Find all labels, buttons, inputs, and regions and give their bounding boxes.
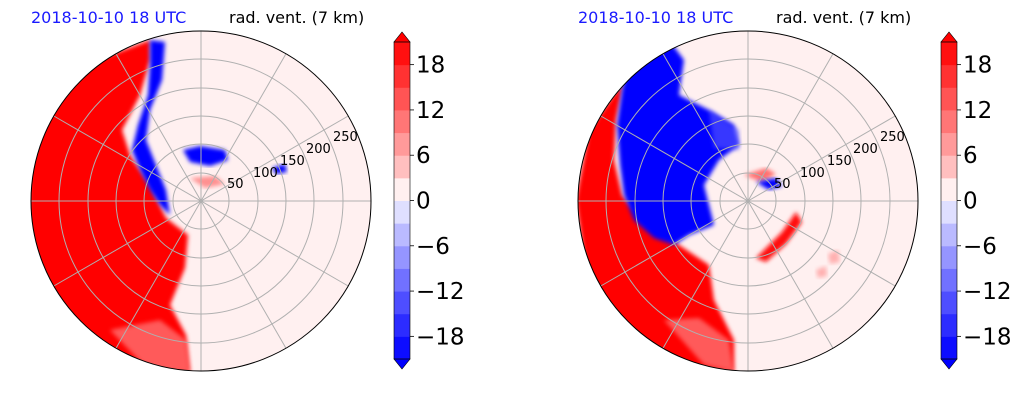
polar-grid-right xyxy=(578,31,918,371)
colorbar-segment xyxy=(394,313,410,337)
left-panel: 2018-10-10 18 UTC rad. vent. (7 km) xyxy=(30,8,465,372)
colorbar-segment xyxy=(394,336,410,360)
radial-tick-label: 150 xyxy=(827,154,852,169)
colorbar-segment xyxy=(394,200,410,224)
colorbar-segment xyxy=(394,155,410,179)
colorbar-segment xyxy=(941,132,957,156)
colorbar-segment xyxy=(394,87,410,111)
colorbar-segment xyxy=(941,245,957,269)
colorbar-segment xyxy=(941,87,957,111)
colorbar-tick-label: 12 xyxy=(416,98,445,124)
polar-plot-right: 50 100 150 200 250 −18 −12 −6 0 6 12 18 xyxy=(577,30,1012,372)
colorbar-tick-label: 6 xyxy=(416,143,431,169)
colorbar-segment xyxy=(941,291,957,315)
polar-grid-left xyxy=(31,31,371,371)
radial-tick-label: 200 xyxy=(306,142,331,157)
colorbar-tick-label: 0 xyxy=(416,189,431,215)
colorbar-segment xyxy=(941,64,957,88)
colorbar-segment xyxy=(941,42,957,66)
colorbar-segment xyxy=(394,42,410,66)
colorbar-segment xyxy=(394,177,410,201)
colorbar-tick-label: −6 xyxy=(416,234,450,260)
colorbar-tick-label: 18 xyxy=(963,53,992,79)
colorbar-tick-label: −12 xyxy=(416,279,465,305)
colorbar-segment xyxy=(941,200,957,224)
radial-tick-label: 100 xyxy=(800,166,825,181)
colorbar-segment xyxy=(941,336,957,360)
colorbar-segment xyxy=(394,291,410,315)
colorbar-tick-label: −6 xyxy=(963,234,997,260)
colorbar-tick-label: −18 xyxy=(416,324,465,350)
colorbar-extend-max xyxy=(940,31,958,43)
colorbar-tick-label: 18 xyxy=(416,53,445,79)
radial-tick-label: 200 xyxy=(853,142,878,157)
colorbar-segment xyxy=(394,268,410,292)
colorbar-segment xyxy=(394,109,410,134)
radial-tick-labels-left: 50 100 150 200 250 xyxy=(227,130,358,192)
radial-tick-label: 50 xyxy=(227,177,244,192)
colorbar-tick-label: 0 xyxy=(963,189,978,215)
panel-date-title: 2018-10-10 18 UTC xyxy=(578,8,734,27)
colorbar-extend-max xyxy=(393,31,411,43)
colorbar-right: −18 −12 −6 0 6 12 18 xyxy=(940,31,1012,370)
right-panel: 2018-10-10 18 UTC rad. vent. (7 km) xyxy=(514,0,1028,401)
radial-tick-label: 50 xyxy=(774,177,791,192)
colorbar-segment xyxy=(394,245,410,269)
colorbar-segment xyxy=(941,313,957,337)
colorbar-segment xyxy=(394,132,410,156)
colorbar-segment xyxy=(941,109,957,134)
colorbar-segment xyxy=(941,268,957,292)
radial-tick-label: 250 xyxy=(333,130,358,145)
panel-variable-title: rad. vent. (7 km) xyxy=(776,8,912,27)
radial-tick-labels-right: 50 100 150 200 250 xyxy=(774,130,905,192)
colorbar-tick-label: 6 xyxy=(963,143,978,169)
polar-frame-left xyxy=(30,30,372,372)
radial-tick-label: 250 xyxy=(880,130,905,145)
panel-date-title: 2018-10-10 18 UTC xyxy=(31,8,187,27)
radial-tick-label: 150 xyxy=(280,154,305,169)
colorbar-tick-label: 12 xyxy=(963,98,992,124)
colorbar-segment xyxy=(941,177,957,201)
colorbar-segment xyxy=(394,223,410,247)
velocity-field-left xyxy=(31,40,287,371)
panel-variable-title: rad. vent. (7 km) xyxy=(229,8,365,27)
colorbar-tick-label: −18 xyxy=(963,324,1012,350)
velocity-field-right xyxy=(578,40,840,371)
colorbar-tick-label: −12 xyxy=(963,279,1012,305)
colorbar-segment xyxy=(941,155,957,179)
radial-tick-label: 100 xyxy=(253,166,278,181)
polar-frame-right xyxy=(577,30,919,372)
colorbar-left: −18 −12 −6 0 6 12 18 xyxy=(393,31,465,370)
colorbar-segment xyxy=(941,223,957,247)
colorbar-segment xyxy=(394,64,410,88)
polar-plot-left: 50 100 150 200 250 −18 −12 −6 0 6 12 18 xyxy=(30,30,465,372)
colorbar-extend-min xyxy=(393,358,411,370)
colorbar-extend-min xyxy=(940,358,958,370)
